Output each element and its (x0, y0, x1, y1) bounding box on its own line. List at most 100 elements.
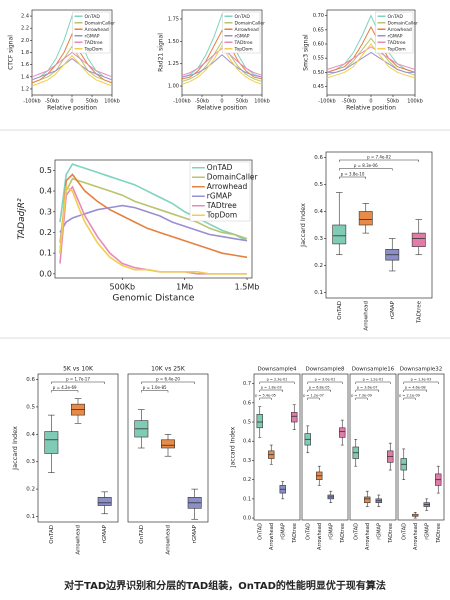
y-tick-label: 1.75 (168, 16, 179, 22)
legend-label: TopDom (234, 46, 253, 52)
y-tick-label: 0.6 (26, 377, 35, 383)
p-value: p = 2.3e-01 (267, 378, 288, 382)
panel-title: Downsample16 (352, 367, 395, 373)
y-tick-label: 1.50 (168, 39, 179, 45)
x-axis-label: Relative position (197, 105, 247, 112)
plot-frame (37, 373, 119, 523)
legend-label: TopDom (206, 210, 237, 219)
bracket (307, 389, 331, 392)
x-tick-label: 50kb (236, 99, 248, 105)
series-line (181, 47, 263, 76)
y-tick-label: 0.5 (314, 182, 323, 188)
y-tick-label: 0.1 (243, 496, 251, 502)
legend-label: DomainCaller (85, 20, 116, 26)
bracket (355, 397, 368, 400)
y-tick-label: 2.2 (21, 26, 29, 32)
legend-label: DomainCaller (388, 20, 419, 26)
legend-label: Arrowhead (235, 27, 259, 33)
x-tick-label: rGMAP (102, 524, 108, 543)
x-tick-label: OnTAD (257, 523, 263, 540)
series-line (181, 54, 263, 78)
x-tick-label: rGMAP (280, 523, 286, 540)
x-tick-label: 0 (369, 99, 372, 105)
x-tick-label: -100kb (318, 99, 335, 105)
plot-frame (349, 373, 397, 521)
legend-box (222, 11, 261, 54)
p-value: p = 4.2e-69 (53, 385, 77, 390)
x-tick-label: TADtree (340, 523, 346, 544)
series-line (31, 45, 113, 84)
x-tick-label: 50kb (387, 99, 399, 105)
y-tick-label: 0.3 (39, 207, 52, 216)
x-tick-label: TADtree (416, 300, 422, 324)
box (256, 414, 263, 429)
x-tick-label: Arrowhead (365, 523, 371, 550)
bracket (51, 381, 105, 384)
x-tick-label: OnTAD (305, 523, 311, 540)
caption: 对于TAD边界识别和分层的TAD组装，OnTAD的性能明显优于现有算法 (64, 579, 386, 592)
bracket (355, 381, 391, 384)
x-tick-label: Arrowhead (413, 523, 419, 550)
p-value: p = 3.6e-07 (357, 386, 378, 390)
legend-label: DomainCaller (235, 20, 266, 26)
legend-label: DomainCaller (207, 172, 259, 181)
y-tick-label: 0.3 (314, 236, 323, 242)
y-tick-label: 0.2 (26, 487, 35, 493)
y-tick-label: 1.2 (21, 86, 29, 92)
y-axis-label: Rad21 signal (158, 33, 165, 72)
legend-label: OnTAD (207, 163, 233, 172)
panel-title: 10K vs 25K (151, 366, 186, 373)
y-tick-label: 0.5 (26, 404, 35, 410)
y-axis-label: TADadjR² (17, 198, 27, 240)
series-line (327, 51, 415, 73)
x-tick-label: OnTAD (337, 301, 343, 320)
y-axis-label: Smc3 signal (303, 34, 310, 71)
p-value: p = 1.2e-01 (363, 378, 384, 382)
x-tick-label: rGMAP (328, 523, 334, 540)
x-tick-label: 1.5Mb (235, 283, 260, 292)
y-tick-label: 0.3 (26, 459, 35, 465)
y-tick-label: 0.3 (243, 458, 251, 464)
x-tick-label: rGMAP (424, 523, 430, 540)
y-tick-label: 1.25 (168, 61, 179, 67)
bracket (403, 381, 439, 384)
series-line (59, 163, 248, 242)
y-tick-label: 0.1 (39, 249, 52, 258)
x-axis-label: Genomic Distance (112, 294, 195, 304)
x-tick-label: 50kb (86, 99, 98, 105)
panel-title: Downsample8 (305, 367, 345, 373)
y-axis-label: CTCF signal (8, 35, 15, 70)
y-tick-label: 0.4 (26, 432, 35, 438)
plot-frame (325, 151, 433, 299)
p-value: p = 1.0e-85 (143, 385, 167, 390)
y-tick-label: 0.0 (39, 269, 52, 278)
y-tick-label: 0.60 (313, 42, 324, 48)
p-value: p = 3.8e-10 (341, 172, 365, 177)
legend-label: TADtree (234, 40, 253, 46)
series-line (181, 29, 263, 80)
y-tick-label: 1.8 (21, 50, 29, 56)
legend-label: TADtree (387, 40, 406, 46)
series-line (181, 12, 263, 78)
bracket (403, 389, 427, 392)
legend-label: TopDom (387, 46, 406, 52)
series-line (31, 57, 113, 81)
x-tick-label: Arrowhead (269, 523, 275, 550)
x-tick-label: TADtree (436, 523, 442, 544)
y-axis-label: Jaccard Index (11, 426, 19, 471)
box (411, 232, 426, 247)
bracket (259, 397, 272, 400)
bracket (259, 381, 295, 384)
x-tick-label: 500Kb (110, 283, 136, 292)
bracket (339, 168, 393, 171)
plot-frame (253, 373, 301, 521)
box (44, 431, 59, 454)
y-tick-label: 2.0 (21, 38, 29, 44)
series-line (326, 14, 416, 73)
p-value: p = 7.3e-09 (351, 394, 372, 398)
panel-title: Downsample4 (257, 367, 297, 373)
p-value: p = 3.0e-01 (315, 378, 336, 382)
series-line (326, 25, 416, 73)
